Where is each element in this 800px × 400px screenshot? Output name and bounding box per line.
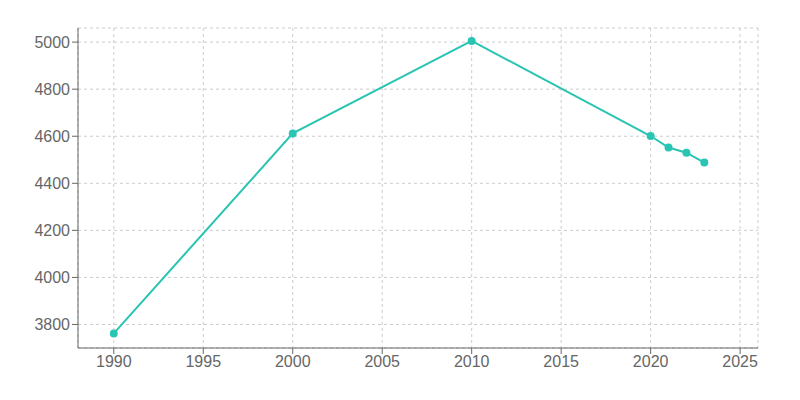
svg-text:1990: 1990 [96, 353, 132, 370]
svg-text:4800: 4800 [34, 81, 70, 98]
svg-text:2000: 2000 [275, 353, 311, 370]
svg-text:5000: 5000 [34, 34, 70, 51]
svg-text:2025: 2025 [722, 353, 758, 370]
svg-text:4000: 4000 [34, 269, 70, 286]
svg-text:2010: 2010 [454, 353, 490, 370]
svg-text:2005: 2005 [364, 353, 400, 370]
svg-text:3800: 3800 [34, 316, 70, 333]
svg-text:1995: 1995 [185, 353, 221, 370]
svg-text:4200: 4200 [34, 222, 70, 239]
svg-text:2015: 2015 [543, 353, 579, 370]
svg-text:4400: 4400 [34, 175, 70, 192]
svg-text:2020: 2020 [633, 353, 669, 370]
svg-text:4600: 4600 [34, 128, 70, 145]
